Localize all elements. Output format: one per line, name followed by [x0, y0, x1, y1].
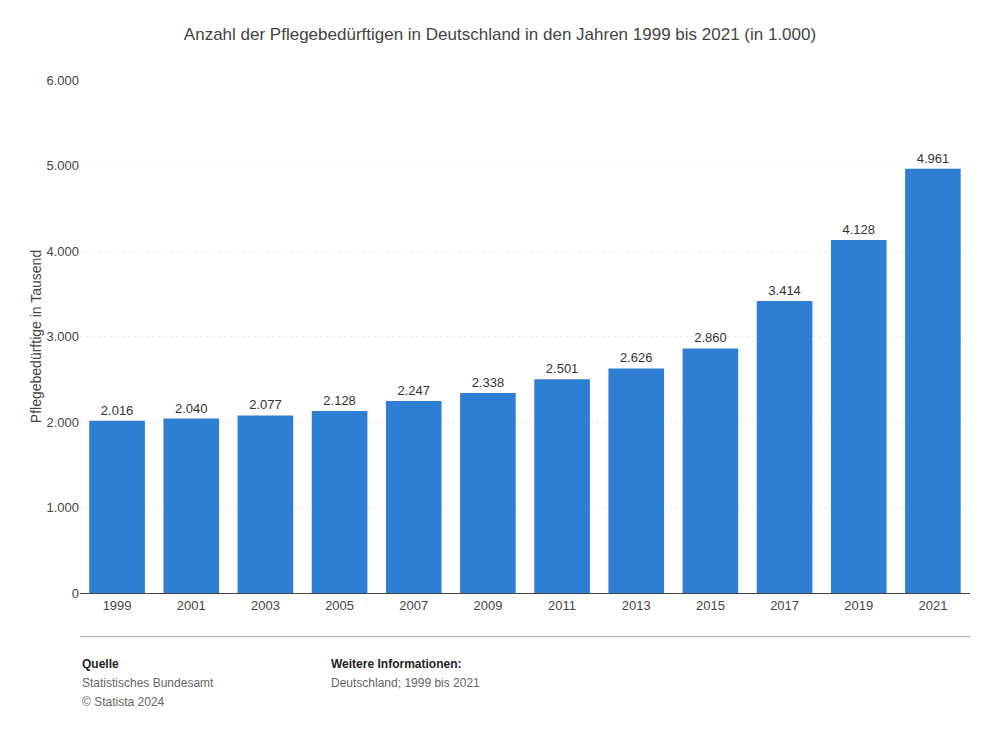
svg-text:2.501: 2.501 — [546, 361, 579, 376]
svg-text:4.000: 4.000 — [46, 244, 79, 259]
svg-text:Statistisches Bundesamt: Statistisches Bundesamt — [82, 676, 214, 690]
svg-text:1999: 1999 — [103, 598, 132, 613]
svg-text:Pflegebedürftige in Tausend: Pflegebedürftige in Tausend — [28, 250, 44, 423]
svg-text:2.040: 2.040 — [175, 401, 208, 416]
svg-text:2017: 2017 — [770, 598, 799, 613]
svg-text:Deutschland; 1999 bis 2021: Deutschland; 1999 bis 2021 — [331, 676, 480, 690]
svg-text:1.000: 1.000 — [46, 500, 79, 515]
svg-text:2001: 2001 — [177, 598, 206, 613]
svg-text:2009: 2009 — [473, 598, 502, 613]
svg-text:3.000: 3.000 — [46, 329, 79, 344]
svg-text:2005: 2005 — [325, 598, 354, 613]
svg-text:Anzahl der Pflegebedürftigen i: Anzahl der Pflegebedürftigen in Deutschl… — [184, 25, 816, 44]
svg-text:2019: 2019 — [844, 598, 873, 613]
svg-text:5.000: 5.000 — [46, 158, 79, 173]
svg-text:6.000: 6.000 — [46, 73, 79, 88]
svg-text:2.000: 2.000 — [46, 415, 79, 430]
svg-text:2011: 2011 — [548, 598, 576, 613]
svg-text:2.338: 2.338 — [472, 375, 505, 390]
svg-text:Quelle: Quelle — [82, 657, 119, 671]
svg-text:4.961: 4.961 — [917, 151, 950, 166]
svg-text:2.626: 2.626 — [620, 350, 653, 365]
svg-text:2013: 2013 — [622, 598, 651, 613]
svg-text:2.077: 2.077 — [249, 397, 282, 412]
svg-text:0: 0 — [72, 586, 79, 601]
svg-text:Weitere Informationen:: Weitere Informationen: — [331, 657, 461, 671]
svg-text:2.860: 2.860 — [694, 330, 727, 345]
svg-text:2.128: 2.128 — [323, 393, 356, 408]
svg-text:2.016: 2.016 — [101, 403, 134, 418]
svg-text:4.128: 4.128 — [842, 222, 875, 237]
svg-text:© Statista 2024: © Statista 2024 — [82, 695, 165, 709]
svg-text:3.414: 3.414 — [768, 283, 801, 298]
svg-text:2.247: 2.247 — [397, 383, 430, 398]
svg-text:2015: 2015 — [696, 598, 725, 613]
svg-text:2021: 2021 — [918, 598, 947, 613]
svg-text:2007: 2007 — [399, 598, 428, 613]
svg-text:2003: 2003 — [251, 598, 280, 613]
